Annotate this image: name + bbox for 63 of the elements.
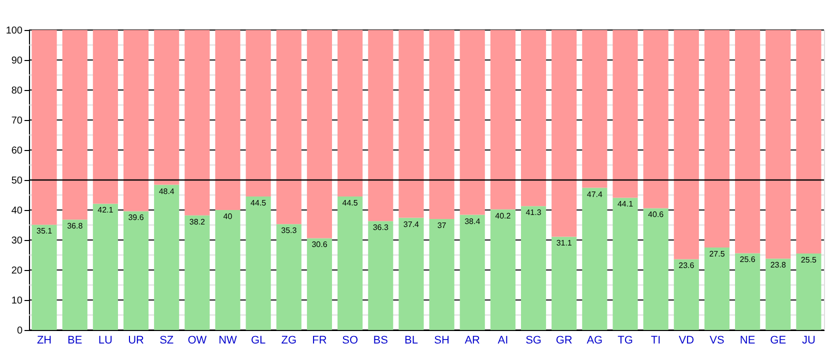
- y-tick-label: 0: [16, 326, 23, 336]
- y-tick-label: 40: [11, 206, 23, 216]
- x-tick-label: FR: [312, 334, 327, 346]
- data-label: 35.1: [36, 226, 53, 236]
- data-label: 37.4: [403, 220, 420, 229]
- x-tick-label: OW: [188, 334, 208, 346]
- data-label: 44.5: [250, 198, 267, 208]
- x-tick-label: UR: [128, 334, 144, 346]
- y-tick-label: 10: [11, 296, 23, 306]
- x-tick-label: NE: [740, 334, 756, 346]
- data-label: 38.2: [189, 217, 206, 226]
- x-tick-label: SZ: [160, 334, 174, 346]
- x-tick-label: SH: [434, 334, 450, 346]
- x-tick-label: NW: [218, 334, 238, 346]
- data-label: 44.5: [342, 198, 358, 208]
- data-label: 40: [223, 212, 233, 221]
- data-label: 30.6: [312, 240, 328, 250]
- y-tick-label: 60: [11, 146, 23, 156]
- data-label: 25.6: [740, 255, 756, 264]
- data-label: 23.8: [770, 260, 786, 270]
- data-label: 40.6: [648, 210, 664, 220]
- x-tick-label: BL: [404, 334, 418, 346]
- x-tick-label: GR: [556, 334, 572, 346]
- y-tick-label: 50: [11, 176, 23, 186]
- y-tick-label: 70: [11, 116, 23, 126]
- data-label: 23.6: [678, 261, 695, 270]
- data-label: 47.4: [586, 190, 604, 199]
- x-tick-label: SO: [342, 334, 358, 346]
- data-label: 48.4: [158, 186, 175, 196]
- data-label: 41.3: [526, 208, 542, 218]
- x-tick-label: VS: [710, 334, 724, 346]
- data-label: 42.1: [98, 206, 114, 215]
- data-label: 35.3: [281, 226, 298, 236]
- x-tick-label: GL: [250, 334, 266, 346]
- data-label: 36.3: [372, 223, 389, 232]
- y-tick-label: 30: [11, 236, 23, 246]
- data-label: 38.4: [464, 216, 481, 226]
- x-tick-label: GE: [770, 334, 786, 346]
- x-tick-label: TG: [618, 334, 633, 346]
- x-tick-label: ZG: [281, 334, 297, 346]
- x-tick-label: BE: [68, 334, 82, 346]
- x-tick-label: ZH: [36, 334, 52, 346]
- x-tick-label: VD: [678, 334, 694, 346]
- data-label: 36.8: [67, 222, 84, 231]
- x-tick-label: LU: [98, 334, 113, 346]
- x-tick-label: AG: [586, 334, 603, 346]
- data-label: 39.6: [128, 213, 144, 222]
- data-label: 44.1: [617, 200, 634, 209]
- y-tick-label: 100: [6, 26, 23, 36]
- y-tick-label: 20: [11, 266, 23, 276]
- data-label: 25.5: [800, 256, 818, 264]
- x-tick-label: AI: [498, 334, 508, 346]
- y-tick-label: 80: [11, 86, 23, 96]
- x-tick-label: TI: [650, 334, 661, 346]
- x-tick-label: AR: [464, 334, 480, 346]
- data-label: 37: [437, 221, 447, 230]
- data-label: 40.2: [495, 211, 512, 220]
- x-tick-label: BS: [373, 334, 388, 346]
- data-label: 31.1: [556, 238, 572, 248]
- x-tick-label: JU: [802, 334, 816, 346]
- data-label: 27.5: [709, 250, 726, 258]
- x-tick-label: SG: [526, 334, 542, 346]
- y-tick-label: 90: [11, 56, 23, 66]
